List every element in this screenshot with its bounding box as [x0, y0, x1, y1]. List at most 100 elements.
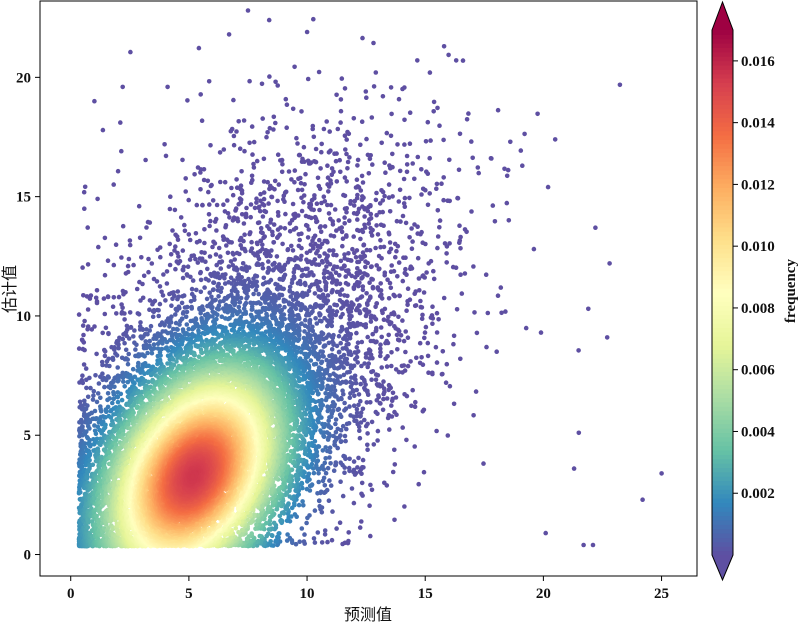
scatter-point — [296, 152, 302, 158]
scatter-point — [278, 277, 283, 282]
scatter-point — [416, 481, 422, 487]
scatter-point — [395, 347, 400, 352]
scatter-point — [365, 364, 371, 370]
scatter-point — [206, 278, 211, 283]
scatter-point — [307, 284, 313, 290]
scatter-point — [271, 240, 276, 245]
scatter-point — [82, 184, 88, 190]
scatter-point — [198, 187, 203, 192]
scatter-point — [217, 299, 223, 304]
scatter-point — [375, 438, 380, 443]
scatter-point — [396, 96, 402, 102]
scatter-point — [362, 271, 367, 276]
scatter-point — [402, 204, 408, 209]
scatter-point — [374, 398, 380, 403]
scatter-point — [363, 89, 369, 94]
scatter-point — [298, 180, 304, 186]
scatter-point — [156, 308, 161, 313]
scatter-point — [426, 261, 432, 266]
scatter-point — [389, 398, 395, 404]
scatter-point — [342, 133, 348, 138]
scatter-point — [396, 260, 402, 265]
scatter-point — [175, 289, 181, 294]
scatter-point — [363, 264, 368, 270]
scatter-point — [391, 292, 397, 298]
scatter-point — [118, 391, 124, 397]
scatter-point — [402, 142, 407, 147]
scatter-point — [483, 272, 489, 278]
scatter-point — [386, 382, 392, 388]
scatter-point — [183, 189, 188, 194]
scatter-point — [105, 391, 111, 396]
scatter-point — [346, 351, 352, 357]
scatter-point — [439, 181, 444, 186]
scatter-point — [302, 182, 307, 187]
scatter-point — [320, 421, 325, 427]
scatter-point — [202, 227, 207, 232]
scatter-point — [403, 266, 408, 272]
scatter-point — [244, 268, 249, 274]
scatter-point — [165, 84, 170, 90]
scatter-point — [342, 175, 348, 180]
scatter-point — [364, 247, 370, 253]
scatter-point — [241, 118, 247, 123]
scatter-point — [253, 287, 259, 293]
scatter-point — [314, 201, 320, 206]
scatter-point — [133, 347, 138, 352]
scatter-point — [317, 207, 322, 213]
scatter-point — [191, 253, 197, 258]
scatter-point — [249, 173, 255, 179]
scatter-point — [168, 252, 174, 257]
scatter-point — [230, 192, 236, 198]
scatter-point — [305, 259, 311, 265]
scatter-point — [389, 263, 395, 268]
scatter-point — [217, 150, 223, 155]
scatter-point — [102, 353, 108, 359]
scatter-point — [341, 336, 346, 342]
scatter-point — [234, 311, 240, 317]
scatter-point — [285, 247, 291, 253]
scatter-point — [453, 58, 459, 63]
scatter-point — [180, 248, 186, 253]
scatter-point — [292, 257, 297, 263]
scatter-point — [338, 340, 344, 346]
scatter-point — [394, 332, 400, 338]
scatter-point — [139, 254, 144, 260]
scatter-point — [168, 320, 174, 325]
scatter-point — [425, 353, 431, 359]
scatter-point — [319, 241, 325, 247]
scatter-point — [323, 391, 328, 396]
scatter-point — [397, 168, 403, 174]
scatter-point — [261, 275, 267, 281]
scatter-point — [110, 304, 116, 310]
scatter-point — [146, 269, 151, 275]
scatter-point — [358, 381, 364, 387]
scatter-point — [323, 397, 329, 403]
scatter-point — [338, 329, 343, 334]
scatter-point — [304, 520, 309, 526]
scatter-point — [339, 306, 344, 311]
scatter-point — [283, 348, 289, 353]
scatter-point — [125, 357, 130, 362]
scatter-point — [226, 32, 232, 37]
scatter-point — [423, 139, 429, 144]
scatter-point — [214, 202, 220, 208]
scatter-point — [373, 372, 379, 377]
scatter-point — [470, 155, 476, 161]
scatter-point — [383, 340, 388, 346]
scatter-point — [433, 344, 439, 350]
scatter-point — [231, 142, 237, 148]
scatter-point — [265, 270, 271, 275]
scatter-point — [342, 400, 347, 406]
scatter-point — [369, 276, 374, 282]
scatter-point — [481, 461, 486, 466]
scatter-point — [266, 259, 271, 264]
scatter-point — [317, 503, 323, 509]
scatter-point — [285, 532, 290, 537]
scatter-point — [319, 149, 324, 155]
scatter-point — [105, 294, 111, 300]
scatter-point — [338, 439, 344, 445]
scatter-point — [265, 179, 271, 185]
scatter-point — [248, 202, 254, 207]
scatter-point — [337, 281, 343, 287]
